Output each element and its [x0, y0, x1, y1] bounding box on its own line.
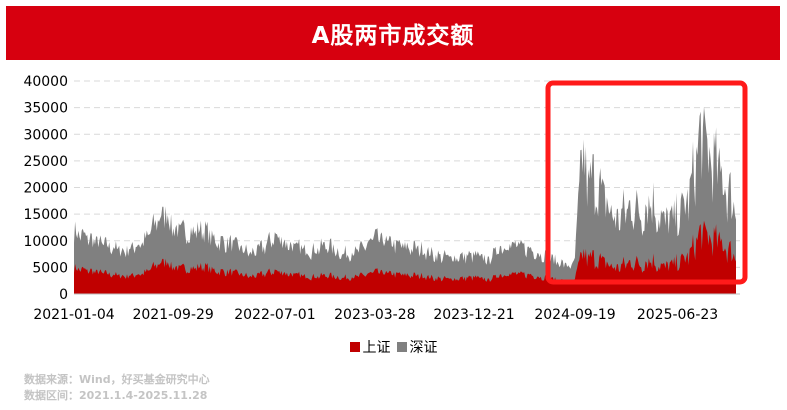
source-line-1: 数据来源：Wind，好买基金研究中心 [24, 373, 210, 386]
y-tick-label: 20000 [23, 181, 68, 197]
legend-label-shenzhen: 深证 [409, 340, 438, 356]
x-tick-label: 2025-06-23 [637, 307, 718, 323]
x-tick-label: 2023-12-21 [433, 307, 514, 323]
x-tick-label: 2023-03-28 [334, 307, 415, 323]
y-tick-label: 25000 [23, 154, 68, 170]
y-tick-label: 30000 [23, 127, 68, 143]
legend-swatch-shenzhen [396, 342, 407, 352]
legend: 上证 深证 [0, 337, 787, 357]
highlight-box [545, 80, 748, 285]
x-tick-label: 2024-09-19 [534, 307, 615, 323]
legend-item-shenzhen: 深证 [396, 337, 438, 357]
y-tick-label: 0 [59, 287, 68, 303]
legend-label-shanghai: 上证 [362, 340, 391, 356]
chart: 0 5000 10000 15000 20000 25000 30000 35000 40000… [23, 74, 748, 323]
x-tick-label: 2021-09-29 [132, 307, 213, 323]
y-tick-label: 15000 [23, 207, 68, 223]
y-tick-label: 10000 [23, 234, 68, 250]
chart-title: A股两市成交额 [311, 23, 475, 49]
legend-item-shanghai: 上证 [349, 337, 391, 357]
y-tick-label: 5000 [32, 260, 68, 276]
x-tick-label: 2021-01-04 [33, 307, 114, 323]
area-series-shanghai [74, 220, 736, 294]
legend-swatch-shanghai [349, 342, 360, 352]
y-tick-label: 35000 [23, 101, 68, 117]
title-bar: A股两市成交额 [6, 6, 780, 60]
y-tick-label: 40000 [23, 74, 68, 90]
x-tick-label: 2022-07-01 [234, 307, 315, 323]
source-line-2: 数据区间：2021.1.4-2025.11.28 [24, 389, 208, 402]
